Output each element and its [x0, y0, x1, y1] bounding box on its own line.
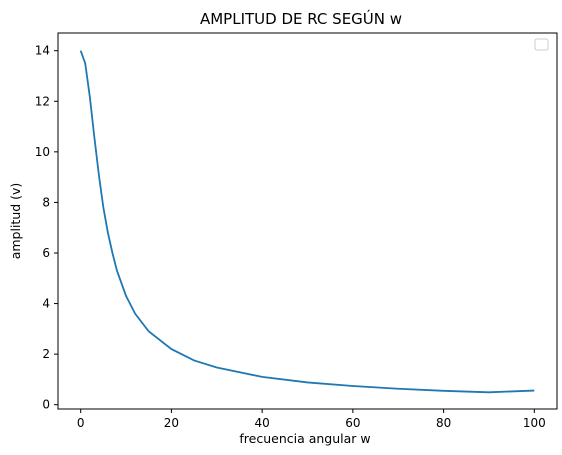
plot-area	[79, 50, 535, 394]
y-tick-label: 14	[35, 44, 50, 58]
x-tick-label: 20	[164, 416, 179, 430]
y-tick-label: 10	[35, 145, 50, 159]
axes-frame	[57, 32, 558, 410]
y-tick-label: 4	[42, 297, 50, 311]
y-tick-label: 12	[35, 94, 50, 108]
y-axis-ticks: 0 2 4 6 8 10 12 14	[35, 44, 58, 412]
x-tick-label: 60	[345, 416, 360, 430]
legend-box	[534, 38, 549, 51]
y-tick-label: 2	[42, 347, 50, 361]
y-tick-label: 0	[42, 398, 50, 412]
x-axis-label: frecuencia angular w	[239, 431, 370, 446]
x-axis-ticks: 0 20 40 60 80 100	[77, 409, 546, 430]
x-tick-label: 0	[77, 416, 85, 430]
x-tick-label: 100	[523, 416, 546, 430]
chart-title: AMPLITUD DE RC SEGÚN w	[200, 9, 402, 28]
series-line	[79, 50, 535, 394]
y-tick-label: 6	[42, 246, 50, 260]
y-tick-label: 8	[42, 195, 50, 209]
x-tick-label: 80	[436, 416, 451, 430]
y-axis-label: amplitud (v)	[8, 183, 23, 260]
x-tick-label: 40	[254, 416, 269, 430]
